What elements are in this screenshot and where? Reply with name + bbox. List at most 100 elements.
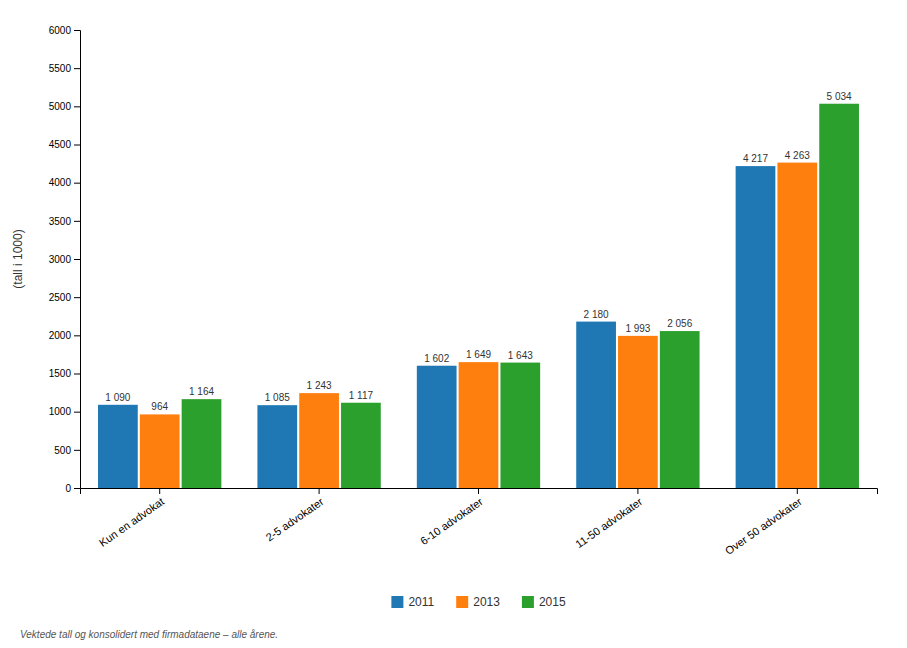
y-tick: 2500	[49, 292, 80, 303]
tick-label: 11-50 advokater	[573, 495, 645, 550]
data-label: 5 034	[827, 91, 852, 102]
tick-label: 3000	[49, 254, 72, 265]
legend-item: 2011	[391, 595, 434, 609]
data-label: 4 217	[743, 153, 768, 164]
y-axis-title: (tall i 1000)	[11, 229, 25, 288]
x-tick: 6-10 advokater	[418, 488, 485, 547]
chart: 1 090 1 085 1 602 2 180 4 217 964 1 243 1 649 1 …	[0, 0, 907, 648]
tick-label: 6000	[49, 25, 72, 36]
legend-label: 2011	[408, 595, 434, 609]
tick-label: 3500	[49, 216, 72, 227]
tick-mark	[637, 488, 638, 494]
bar	[182, 399, 222, 488]
y-tick: 3000	[49, 254, 80, 265]
tick-label: 6-10 advokater	[418, 495, 485, 547]
bar	[618, 336, 658, 488]
bar	[660, 331, 700, 488]
data-label: 964	[151, 401, 168, 412]
tick-label: 2000	[49, 330, 72, 341]
tick-label: 1000	[49, 406, 72, 417]
tick-mark	[797, 488, 798, 494]
tick-mark	[74, 183, 80, 184]
legend-label: 2013	[473, 595, 500, 609]
tick-mark	[74, 297, 80, 298]
tick-mark	[74, 145, 80, 146]
tick-label: 4500	[49, 139, 72, 150]
bar	[576, 322, 616, 488]
plot: 1 090 1 085 1 602 2 180 4 217 964 1 243 1 649 1 …	[49, 25, 878, 557]
tick-label: Kun en advokat	[97, 495, 167, 549]
y-tick: 2000	[49, 330, 80, 341]
data-label: 1 993	[625, 323, 650, 334]
y-tick: 4000	[49, 177, 80, 188]
y-tick: 1500	[49, 368, 80, 379]
bar	[459, 362, 499, 488]
legend-item: 2013	[456, 595, 500, 609]
axis-domain	[81, 489, 878, 495]
y-tick: 5000	[49, 101, 80, 112]
legend: 2011 2013 2015	[391, 595, 566, 609]
tick-mark	[319, 488, 320, 494]
tick-label: 0	[65, 483, 71, 494]
tick-label: Over 50 advokater	[723, 495, 804, 557]
y-tick: 0	[65, 483, 80, 494]
bar	[257, 405, 297, 488]
axis-domain	[74, 31, 81, 489]
y-tick: 4500	[49, 139, 80, 150]
tick-mark	[74, 68, 80, 69]
legend-swatch	[456, 596, 468, 608]
bar	[500, 363, 540, 488]
data-label: 1 085	[265, 392, 290, 403]
tick-label: 500	[54, 445, 71, 456]
y-tick: 6000	[49, 25, 80, 36]
tick-label: 5000	[49, 101, 72, 112]
data-label: 4 263	[785, 150, 810, 161]
data-label: 1 090	[105, 392, 130, 403]
tick-mark	[74, 259, 80, 260]
data-label: 1 164	[189, 386, 214, 397]
tick-mark	[74, 335, 80, 336]
tick-mark	[159, 488, 160, 494]
bars	[98, 104, 859, 488]
tick-mark	[74, 374, 80, 375]
bar	[341, 403, 381, 488]
bar	[777, 163, 817, 488]
data-label: 1 243	[307, 380, 332, 391]
tick-mark	[74, 106, 80, 107]
bar-series	[140, 163, 817, 488]
legend-swatch	[522, 596, 534, 608]
data-label: 1 643	[508, 350, 533, 361]
tick-label: 2-5 advokater	[264, 495, 326, 544]
footnote: Vektede tall og konsolidert med firmadat…	[20, 629, 278, 640]
bar	[736, 166, 776, 488]
bar	[819, 104, 859, 488]
bar	[417, 366, 457, 488]
bar	[140, 414, 180, 488]
tick-mark	[478, 488, 479, 494]
bar-series	[182, 104, 859, 488]
legend-label: 2015	[539, 595, 566, 609]
tick-mark	[74, 450, 80, 451]
y-tick: 1000	[49, 406, 80, 417]
x-tick: Kun en advokat	[97, 488, 167, 549]
tick-mark	[74, 412, 80, 413]
data-label: 1 117	[349, 390, 374, 401]
x-tick: 11-50 advokater	[573, 488, 645, 550]
y-axis: 0 500 1000 1500 2000 2500 3000 3500 4000 4500 5000…	[49, 25, 81, 494]
legend-swatch	[391, 596, 403, 608]
data-labels: 1 090 1 085 1 602 2 180 4 217 964 1 243 1 649 1 …	[105, 91, 852, 413]
bar-series	[98, 166, 775, 488]
data-label: 2 056	[667, 318, 692, 329]
bar	[299, 393, 339, 488]
bar	[98, 405, 138, 488]
tick-label: 4000	[49, 177, 72, 188]
data-label: 1 602	[424, 353, 449, 364]
x-axis: Kun en advokat 2-5 advokater 6-10 advokate…	[81, 488, 878, 557]
tick-label: 2500	[49, 292, 72, 303]
tick-mark	[74, 488, 80, 489]
tick-label: 1500	[49, 368, 72, 379]
legend-item: 2015	[522, 595, 566, 609]
data-label: 1 649	[466, 349, 491, 360]
y-tick: 500	[54, 445, 80, 456]
data-label: 2 180	[584, 309, 609, 320]
